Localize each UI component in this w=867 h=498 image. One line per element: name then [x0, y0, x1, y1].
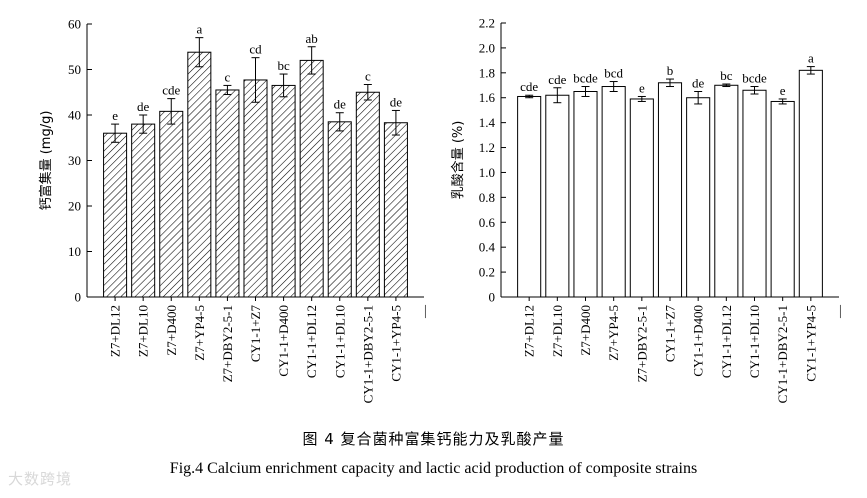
significance-label: de — [390, 94, 403, 109]
x-tick-label: Z7+D400 — [578, 305, 593, 356]
bar — [187, 51, 212, 298]
significance-label: bcd — [604, 66, 623, 81]
y-axis-label: 乳酸含量 (%) — [450, 121, 466, 200]
y-tick-label: 60 — [68, 17, 81, 32]
watermark-logo: 大数跨境 — [8, 470, 73, 488]
x-tick-label: Z7+DBY2-5-1 — [634, 305, 649, 382]
significance-label: b — [667, 63, 674, 78]
x-tick-label: CY1-1+DL10 — [747, 305, 762, 378]
y-tick-label: 50 — [68, 62, 81, 77]
y-tick-label: 0.4 — [479, 240, 496, 255]
significance-label: de — [137, 99, 150, 114]
significance-label: e — [112, 108, 118, 123]
figure-caption-english: Fig.4 Calcium enrichment capacity and la… — [169, 460, 698, 477]
y-tick-label: 0.8 — [479, 190, 495, 205]
lactic-acid-chart: 0 0.2 0.4 0.6 0.8 1.0 1.2 1.4 1.6 1.8 2.0 2.2 乳酸含量 (… — [450, 16, 847, 404]
bar — [686, 97, 711, 298]
bar — [159, 110, 184, 298]
significance-label: bcde — [742, 71, 767, 86]
significance-label: cde — [548, 72, 566, 87]
bar — [215, 89, 240, 298]
y-tick-label: 1.6 — [479, 90, 496, 105]
significance-label: ab — [306, 31, 318, 46]
x-tick-label-extra: — — [417, 304, 432, 319]
x-tick-label: Z7+DL10 — [550, 305, 565, 357]
x-tick-label: Z7+DL12 — [522, 305, 537, 357]
bar — [629, 98, 654, 298]
bar — [798, 69, 823, 298]
figure: 0 10 20 30 40 50 60 钙富集量 (mg/g) e Z7+DL12 de Z7+DL1… — [38, 16, 847, 404]
bar — [103, 132, 128, 298]
x-tick-label: CY1-1+D400 — [691, 305, 706, 377]
significance-label: de — [334, 97, 347, 112]
bar — [327, 121, 352, 298]
bar — [131, 123, 156, 298]
significance-label: c — [225, 69, 231, 84]
bar — [573, 91, 598, 298]
significance-label: de — [692, 76, 705, 91]
x-tick-label: CY1-1+Z7 — [248, 305, 263, 363]
x-tick-label: Z7+DL10 — [136, 305, 151, 357]
x-tick-label: Z7+D400 — [164, 305, 179, 356]
x-tick-label: CY1-1+Z7 — [663, 305, 678, 363]
significance-label: cde — [162, 83, 180, 98]
significance-label: cde — [520, 79, 538, 94]
bar — [601, 86, 626, 298]
x-tick-label: Z7+DBY2-5-1 — [220, 305, 235, 382]
bar — [355, 91, 380, 298]
y-axis-label: 钙富集量 (mg/g) — [38, 111, 54, 211]
x-tick-label: CY1-1+YP4-5 — [803, 305, 818, 382]
bar — [517, 95, 542, 298]
x-tick-label: Z7+YP4-5 — [606, 305, 621, 361]
y-tick-label: 40 — [68, 108, 81, 123]
y-tick-label: 30 — [68, 153, 81, 168]
bar — [243, 79, 268, 298]
significance-label: c — [365, 69, 371, 84]
y-tick-label: 1.0 — [479, 165, 495, 180]
significance-label: e — [780, 83, 786, 98]
bar — [742, 89, 767, 298]
bar — [299, 59, 324, 298]
x-tick-label: CY1-1+YP4-5 — [388, 305, 403, 382]
bar — [545, 94, 570, 298]
y-tick-label: 1.8 — [479, 65, 495, 80]
x-tick-label: CY1-1+DL12 — [304, 305, 319, 378]
y-tick-label: 0.2 — [479, 265, 495, 280]
figure-caption-chinese: 图 4 复合菌种富集钙能力及乳酸产量 — [302, 430, 565, 448]
y-tick-label: 2.0 — [479, 40, 495, 55]
significance-label: cd — [249, 42, 262, 57]
significance-label: e — [639, 80, 645, 95]
x-tick-label: Z7+DL12 — [108, 305, 123, 357]
y-tick-label: 1.4 — [479, 115, 496, 130]
bar — [271, 84, 296, 298]
y-tick-label: 1.2 — [479, 140, 495, 155]
significance-label: bc — [720, 68, 733, 83]
x-tick-label: CY1-1+DBY2-5-1 — [775, 305, 790, 403]
x-tick-label: CY1-1+DL10 — [332, 305, 347, 378]
x-tick-label: CY1-1+DL12 — [719, 305, 734, 378]
x-tick-label: CY1-1+D400 — [276, 305, 291, 377]
bar — [383, 122, 408, 298]
significance-label: bcde — [573, 71, 598, 86]
y-tick-label: 0 — [489, 290, 496, 305]
x-tick-label: CY1-1+DBY2-5-1 — [360, 305, 375, 403]
calcium-chart: 0 10 20 30 40 50 60 钙富集量 (mg/g) e Z7+DL12 de Z7+DL1… — [38, 17, 432, 404]
x-tick-label: Z7+YP4-5 — [192, 305, 207, 361]
significance-label: a — [196, 22, 202, 37]
x-tick-label-extra: — — [832, 304, 847, 319]
bar — [714, 84, 739, 298]
bar — [770, 100, 795, 298]
bar — [657, 82, 683, 298]
y-tick-label: 0 — [75, 290, 82, 305]
y-tick-label: 2.2 — [479, 16, 495, 31]
y-tick-label: 10 — [68, 244, 81, 259]
significance-label: a — [808, 51, 814, 66]
y-tick-label: 20 — [68, 199, 81, 214]
significance-label: bc — [277, 58, 290, 73]
y-tick-label: 0.6 — [479, 215, 496, 230]
